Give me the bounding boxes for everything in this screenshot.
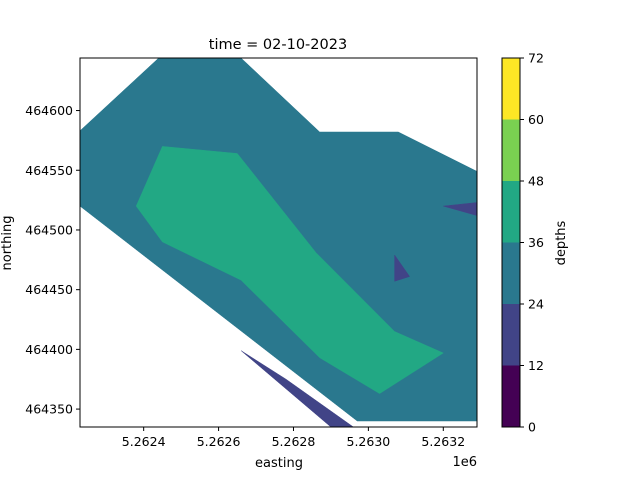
y-axis-ticks: 464350 464400 464450 464500 464550 464600 xyxy=(25,103,80,417)
colorbar-tick-label: 60 xyxy=(528,112,544,127)
chart-title: time = 02-10-2023 xyxy=(209,37,347,53)
contour-region-12-24-2 xyxy=(394,254,410,282)
y-tick-label: 464600 xyxy=(25,103,73,118)
colorbar-segment-12-24 xyxy=(502,304,520,366)
colorbar-tick-label: 48 xyxy=(528,174,544,189)
y-tick-label: 464450 xyxy=(25,282,73,297)
x-axis-ticks: 5.2624 5.2626 5.2628 5.2630 5.2632 xyxy=(122,427,465,449)
colorbar-tick-label: 72 xyxy=(528,51,544,66)
x-tick-label: 5.2632 xyxy=(421,434,465,449)
colorbar-tick-label: 36 xyxy=(528,235,544,250)
colorbar-segment-24-36 xyxy=(502,242,520,304)
x-tick-label: 5.2626 xyxy=(197,434,241,449)
x-axis-offset: 1e6 xyxy=(452,455,477,470)
colorbar-segment-0-12 xyxy=(502,365,520,427)
contour-regions xyxy=(79,57,478,428)
x-axis-label: easting xyxy=(255,456,303,471)
x-tick-label: 5.2624 xyxy=(122,434,166,449)
x-tick-label: 5.2630 xyxy=(347,434,391,449)
colorbar: 0 12 24 36 48 60 72 xyxy=(501,51,544,435)
colorbar-label: depths xyxy=(554,220,569,265)
contour-region-36-48-4 xyxy=(135,146,444,394)
colorbar-tick-label: 24 xyxy=(528,297,544,312)
y-tick-label: 464400 xyxy=(25,342,73,357)
colorbar-tick-label: 0 xyxy=(528,420,536,435)
colorbar-segment-36-48 xyxy=(502,181,520,243)
colorbar-segment-48-60 xyxy=(502,119,520,181)
y-tick-label: 464500 xyxy=(25,222,73,237)
colorbar-segment-60-72 xyxy=(502,58,520,120)
colorbar-tick-label: 12 xyxy=(528,358,544,373)
plot-frame xyxy=(79,57,478,428)
y-tick-label: 464550 xyxy=(25,163,73,178)
x-tick-label: 5.2628 xyxy=(272,434,316,449)
y-axis-label: northing xyxy=(0,216,15,271)
y-tick-label: 464350 xyxy=(25,402,73,417)
